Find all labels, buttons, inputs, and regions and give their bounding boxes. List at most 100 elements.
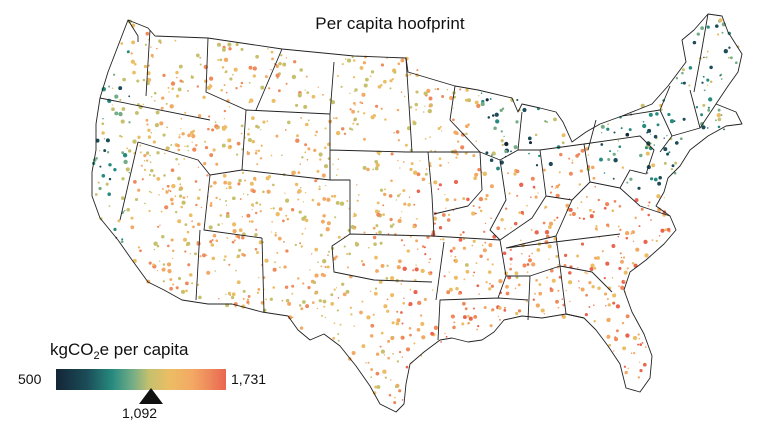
county-dot	[580, 148, 585, 153]
county-dot	[322, 259, 327, 264]
county-dot	[401, 322, 404, 325]
county-dot	[468, 316, 473, 321]
county-dot	[152, 263, 155, 266]
county-dot	[203, 161, 207, 166]
county-dot	[520, 252, 523, 255]
county-dot	[238, 228, 243, 232]
county-dot	[247, 294, 251, 298]
county-dot	[618, 285, 620, 288]
county-dot	[299, 186, 302, 189]
county-dot	[474, 100, 479, 105]
county-dot	[209, 186, 212, 188]
county-dot	[453, 275, 458, 280]
county-dot	[473, 176, 477, 181]
county-dot	[538, 283, 542, 286]
county-dot	[315, 130, 318, 134]
county-dot	[247, 132, 250, 136]
county-dot	[400, 283, 403, 285]
county-dot	[351, 56, 354, 59]
county-dot	[708, 97, 713, 102]
county-dot	[647, 128, 652, 133]
county-dot	[223, 57, 229, 62]
county-dot	[189, 253, 191, 255]
county-dot	[170, 81, 176, 86]
county-dot	[392, 336, 395, 339]
county-dot	[210, 201, 213, 205]
county-dot	[225, 91, 228, 94]
county-dot	[715, 24, 719, 28]
county-dot	[490, 284, 495, 288]
county-dot	[322, 214, 326, 218]
county-dot	[350, 224, 355, 230]
county-dot	[717, 108, 721, 112]
county-dot	[228, 106, 231, 108]
county-dot	[706, 50, 709, 53]
county-dot	[466, 197, 470, 202]
county-dot	[316, 290, 319, 293]
county-dot	[412, 269, 415, 272]
county-dot	[218, 297, 220, 300]
county-dot	[386, 309, 390, 313]
county-dot	[291, 316, 294, 319]
county-dot	[535, 278, 538, 282]
county-dot	[655, 239, 658, 242]
county-dot	[122, 77, 126, 82]
county-dot	[593, 266, 597, 270]
county-dot	[148, 209, 151, 213]
county-dot	[272, 267, 277, 272]
county-dot	[721, 31, 724, 34]
county-dot	[646, 172, 649, 174]
county-dot	[601, 250, 604, 253]
county-dot	[205, 254, 208, 256]
county-dot	[120, 196, 125, 200]
county-dot	[316, 169, 320, 173]
county-dot	[361, 92, 366, 97]
county-dot	[326, 197, 331, 202]
county-dot	[137, 188, 141, 192]
county-dot	[409, 167, 413, 172]
county-dot	[280, 54, 283, 57]
county-dot	[111, 87, 114, 89]
county-dot	[577, 152, 581, 156]
county-dot	[206, 270, 211, 275]
county-dot	[200, 206, 203, 209]
county-dot	[415, 108, 417, 111]
county-dot	[374, 166, 379, 171]
county-dot	[117, 219, 121, 223]
county-dot	[453, 179, 459, 185]
county-dot	[351, 109, 355, 114]
county-dot	[615, 329, 619, 333]
county-dot	[620, 259, 624, 264]
county-dot	[401, 399, 404, 401]
county-dot	[515, 275, 519, 279]
county-dot	[166, 126, 169, 129]
county-dot	[375, 224, 379, 228]
county-dot	[372, 114, 376, 118]
county-dot	[723, 128, 725, 131]
county-dot	[578, 183, 582, 186]
county-dot	[387, 339, 391, 343]
county-dot	[379, 345, 382, 348]
county-dot	[255, 228, 258, 231]
county-dot	[306, 159, 309, 161]
county-dot	[667, 112, 671, 117]
county-dot	[378, 279, 383, 284]
county-dot	[267, 48, 269, 50]
county-dot	[341, 63, 344, 66]
county-dot	[177, 87, 182, 92]
county-dot	[447, 162, 450, 164]
county-dot	[180, 128, 182, 130]
county-dot	[460, 132, 465, 137]
county-dot	[389, 224, 394, 228]
county-dot	[638, 225, 641, 228]
county-dot	[196, 196, 201, 200]
county-dot	[393, 131, 395, 134]
county-dot	[592, 210, 595, 214]
county-dot	[386, 264, 389, 267]
county-dot	[501, 107, 505, 110]
state-lines	[99, 13, 717, 341]
county-dot	[302, 201, 305, 203]
county-dot	[656, 123, 660, 127]
county-dot	[283, 241, 285, 243]
county-dot	[433, 180, 438, 185]
